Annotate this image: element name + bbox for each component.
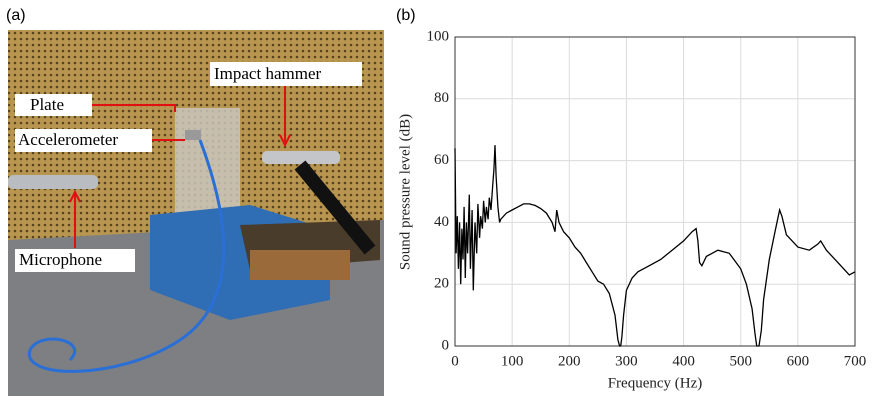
panel-label: (a)	[6, 7, 26, 24]
data-line	[454, 145, 856, 347]
photo-annotations: Plate Accelerometer Impact hammer Microp…	[15, 62, 362, 272]
y-tick-label: 80	[434, 90, 449, 106]
x-tick-label: 400	[672, 353, 695, 369]
x-tick-label: 500	[729, 353, 752, 369]
y-tick-label: 60	[434, 152, 449, 168]
photo-label: Plate	[30, 95, 64, 114]
x-axis-title: Frequency (Hz)	[608, 375, 703, 391]
x-tick-label: 300	[615, 353, 638, 369]
y-tick-label: 20	[434, 276, 449, 292]
x-tick-label: 700	[844, 353, 867, 369]
photo-label: Accelerometer	[18, 130, 118, 149]
y-tick-label: 40	[434, 214, 449, 230]
x-tick-label: 100	[501, 353, 524, 369]
x-tick-label: 200	[558, 353, 581, 369]
photo-label: Impact hammer	[214, 64, 321, 83]
y-tick-label: 0	[442, 337, 450, 353]
photo-label: Microphone	[19, 250, 102, 269]
x-tick-label: 0	[451, 353, 459, 369]
x-tick-label: 600	[787, 353, 810, 369]
chart: Frequency (Hz) Sound pressure level (dB)…	[397, 28, 866, 391]
panel-label: (b)	[396, 7, 416, 24]
plot-frame	[454, 36, 856, 347]
y-tick-label: 100	[427, 28, 450, 44]
y-axis-title: Sound pressure level (dB)	[397, 114, 413, 270]
